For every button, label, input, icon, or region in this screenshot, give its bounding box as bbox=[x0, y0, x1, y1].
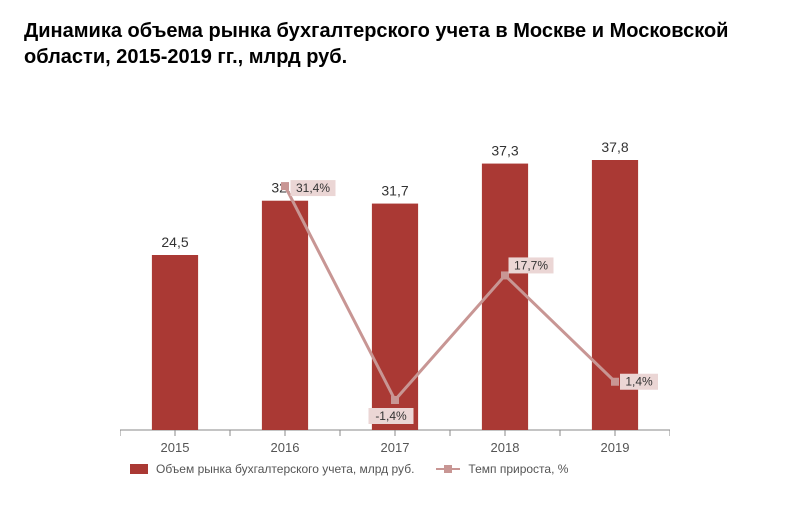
bar-value-label: 37,3 bbox=[491, 143, 518, 159]
legend-bar-label: Объем рынка бухгалтерского учета, млрд р… bbox=[156, 462, 414, 476]
line-value-label: -1,4% bbox=[375, 409, 407, 423]
line-value-label: 17,7% bbox=[514, 258, 548, 272]
line-marker bbox=[611, 378, 619, 386]
bar bbox=[152, 255, 198, 430]
x-category-label: 2015 bbox=[161, 440, 190, 455]
line-value-label: 1,4% bbox=[625, 375, 653, 389]
x-category-label: 2016 bbox=[271, 440, 300, 455]
chart-title: Динамика объема рынка бухгалтерского уче… bbox=[24, 18, 777, 70]
bar-value-label: 24,5 bbox=[161, 234, 188, 250]
chart-legend: Объем рынка бухгалтерского учета, млрд р… bbox=[130, 462, 690, 476]
legend-bar-swatch bbox=[130, 464, 148, 474]
legend-line-swatch bbox=[436, 464, 460, 474]
x-category-label: 2018 bbox=[491, 440, 520, 455]
bar-value-label: 37,8 bbox=[601, 139, 628, 155]
line-marker bbox=[391, 396, 399, 404]
legend-line-marker bbox=[444, 465, 452, 473]
line-value-label: 31,4% bbox=[296, 181, 330, 195]
line-marker bbox=[281, 182, 289, 190]
chart-svg: 2015201620172018201924,532,131,737,337,8… bbox=[120, 130, 670, 460]
bar bbox=[262, 201, 308, 430]
page-root: Динамика объема рынка бухгалтерского уче… bbox=[0, 0, 801, 519]
bar bbox=[482, 164, 528, 430]
bar-value-label: 31,7 bbox=[381, 183, 408, 199]
line-marker bbox=[501, 271, 509, 279]
growth-line bbox=[285, 186, 615, 400]
x-category-label: 2019 bbox=[601, 440, 630, 455]
legend-line-label: Темп прироста, % bbox=[468, 462, 568, 476]
chart-area: 2015201620172018201924,532,131,737,337,8… bbox=[120, 130, 670, 480]
x-category-label: 2017 bbox=[381, 440, 410, 455]
